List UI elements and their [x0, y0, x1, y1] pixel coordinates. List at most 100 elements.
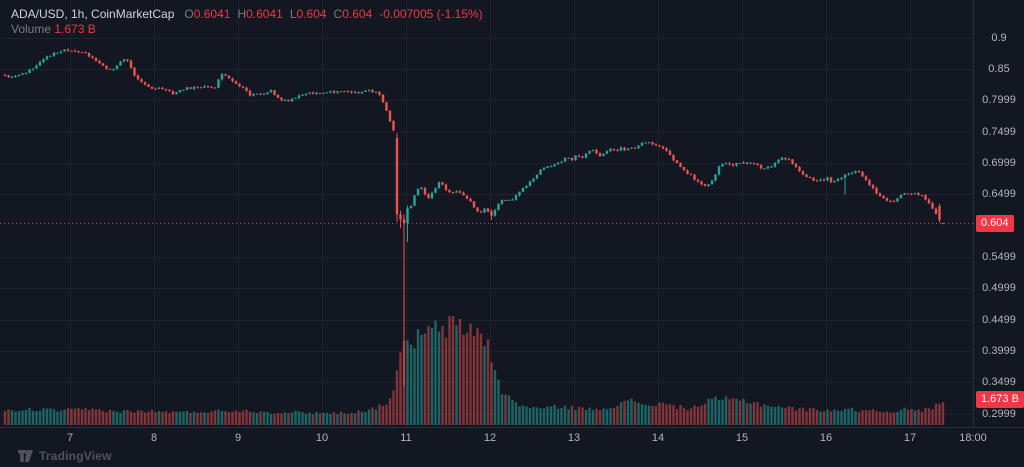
price-axis[interactable]: 0.9 0.85 0.7999 0.7499 0.6999 0.6499 0.5499 0.4…	[974, 0, 1024, 428]
volume-bar	[465, 332, 469, 425]
volume-bar	[521, 405, 525, 425]
candle	[532, 177, 535, 183]
volume-bar	[507, 395, 511, 425]
volume-bar	[686, 410, 689, 425]
candle	[654, 143, 658, 147]
volume-bar	[336, 414, 339, 425]
candle	[661, 145, 665, 150]
volume-bar	[301, 412, 304, 425]
candle	[728, 162, 731, 166]
volume-bar	[462, 334, 465, 425]
candle	[535, 174, 539, 180]
candle	[115, 65, 119, 70]
volume-bar	[847, 408, 850, 425]
volume-bar	[154, 412, 157, 425]
candle	[213, 87, 217, 89]
candle	[542, 167, 546, 171]
candle	[24, 72, 28, 75]
candle	[322, 92, 325, 95]
candle	[444, 183, 448, 192]
volume-badge: 1.673 B	[976, 390, 1024, 408]
candle	[392, 120, 395, 132]
volume-bar	[451, 316, 455, 425]
volume-bar	[553, 404, 556, 425]
volume-bar	[745, 402, 749, 425]
volume-bar	[658, 402, 661, 425]
candle	[626, 148, 630, 151]
candle	[514, 194, 518, 201]
volume-bar	[668, 404, 672, 425]
candle	[154, 87, 157, 90]
volume-bar	[836, 410, 840, 425]
volume-bar	[35, 411, 38, 425]
volume-bar	[101, 411, 105, 425]
candle	[553, 163, 556, 167]
volume-bar	[182, 411, 185, 425]
price-axis-label: 0.3499	[982, 376, 1016, 389]
candle	[602, 153, 605, 157]
candle	[567, 157, 570, 159]
candle	[367, 89, 371, 92]
candle	[374, 91, 378, 94]
candle	[248, 89, 252, 97]
candle	[434, 187, 437, 194]
volume-bar	[399, 352, 402, 425]
candle	[633, 147, 637, 150]
volume-bar	[294, 410, 297, 425]
candle	[546, 165, 549, 169]
volume-bar	[682, 407, 686, 425]
candle	[875, 186, 878, 195]
symbol-title[interactable]: ADA/USD, 1h, CoinMarketCap	[11, 7, 175, 21]
candle	[560, 161, 563, 164]
price-axis-label: 0.5499	[982, 251, 1016, 264]
volume-bar	[3, 411, 7, 425]
volume-bar	[469, 323, 472, 425]
candle	[217, 79, 220, 89]
volume-bar	[248, 411, 252, 425]
candle	[665, 147, 668, 152]
volume-bar	[556, 408, 560, 425]
candle	[381, 94, 385, 103]
volume-bar	[829, 411, 833, 425]
time-axis[interactable]: 7 8 9 10 11 12 13 14 15 16 17 18:00	[0, 428, 1024, 449]
volume-bar	[514, 402, 518, 425]
candle	[140, 78, 143, 83]
volume-bar	[889, 412, 892, 425]
candle	[819, 178, 822, 182]
candle	[378, 90, 381, 96]
time-axis-label: 8	[150, 432, 158, 444]
candle	[42, 58, 45, 64]
volume-bar	[56, 411, 59, 425]
volume-bar	[654, 406, 658, 425]
candle	[315, 91, 318, 95]
candle	[164, 88, 168, 92]
candle	[332, 90, 336, 94]
candle	[927, 198, 931, 205]
volume-bar	[21, 410, 24, 425]
candle	[903, 192, 906, 196]
candle	[143, 81, 147, 86]
volume-bar	[262, 411, 266, 425]
candle	[815, 179, 819, 182]
volume-bar	[567, 409, 570, 425]
candle	[287, 99, 290, 102]
candle	[406, 205, 409, 242]
candle	[808, 176, 812, 179]
volume-bar	[644, 404, 647, 425]
candle	[479, 210, 483, 214]
volume-bar	[199, 412, 203, 425]
volume-bar	[633, 401, 637, 425]
candle	[59, 50, 63, 54]
tradingview-logo-link[interactable]: TradingView	[18, 448, 112, 464]
candle	[791, 158, 794, 165]
candle	[770, 165, 773, 168]
candle	[504, 199, 507, 201]
volume-bar	[777, 405, 780, 425]
volume-bar	[770, 406, 773, 425]
candle	[458, 190, 462, 194]
candle	[910, 193, 913, 196]
candle	[686, 169, 689, 175]
last-price-badge: 0.604	[976, 215, 1014, 232]
candle	[679, 162, 682, 168]
